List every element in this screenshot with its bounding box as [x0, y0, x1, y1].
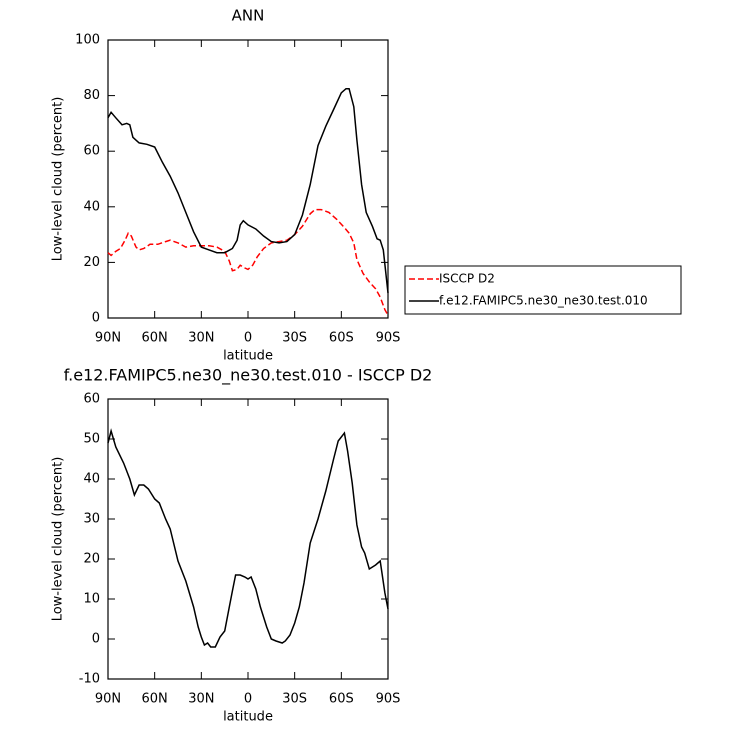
y-tick-label: 40 [83, 472, 100, 487]
y-tick-label: 10 [83, 592, 100, 607]
x-tick-label: 30S [282, 692, 307, 707]
x-tick-label: 60N [142, 692, 168, 707]
y-tick-label: 20 [83, 552, 100, 567]
x-tick-label: 60N [142, 331, 168, 346]
legend-label: f.e12.FAMIPC5.ne30_ne30.test.010 [439, 294, 648, 308]
legend-box [404, 265, 682, 315]
y-tick-label: -10 [79, 672, 100, 687]
data-line [107, 428, 389, 648]
y-tick-label: 100 [75, 33, 100, 48]
y-tick-label: 0 [92, 632, 100, 647]
y-tick-label: 80 [83, 88, 100, 103]
y-axis-label: Low-level cloud (percent) [51, 457, 66, 622]
x-tick-label: 30S [282, 331, 307, 346]
data-line [107, 87, 389, 294]
y-tick-label: 30 [83, 512, 100, 527]
x-tick-label: 0 [244, 692, 252, 707]
y-tick-label: 60 [83, 144, 100, 159]
x-tick-label: 0 [244, 331, 252, 346]
x-tick-label: 90S [376, 331, 401, 346]
x-axis-label: latitude [223, 349, 273, 364]
y-tick-label: 20 [83, 255, 100, 270]
x-tick-label: 60S [329, 331, 354, 346]
chart-title: ANN [232, 7, 265, 25]
y-tick-label: 0 [92, 311, 100, 326]
x-tick-label: 60S [329, 692, 354, 707]
y-tick-label: 50 [83, 432, 100, 447]
y-tick-label: 40 [83, 199, 100, 214]
x-tick-label: 30N [188, 331, 214, 346]
x-tick-label: 90N [95, 331, 121, 346]
x-tick-label: 30N [188, 692, 214, 707]
chart-title: f.e12.FAMIPC5.ne30_ne30.test.010 - ISCCP… [64, 366, 433, 386]
x-tick-label: 90N [95, 692, 121, 707]
y-axis-label: Low-level cloud (percent) [51, 97, 66, 262]
x-tick-label: 90S [376, 692, 401, 707]
y-tick-label: 60 [83, 392, 100, 407]
plot-frame [107, 39, 389, 319]
x-axis-label: latitude [223, 710, 273, 725]
legend-label: ISCCP D2 [439, 272, 495, 286]
data-line [107, 208, 389, 316]
